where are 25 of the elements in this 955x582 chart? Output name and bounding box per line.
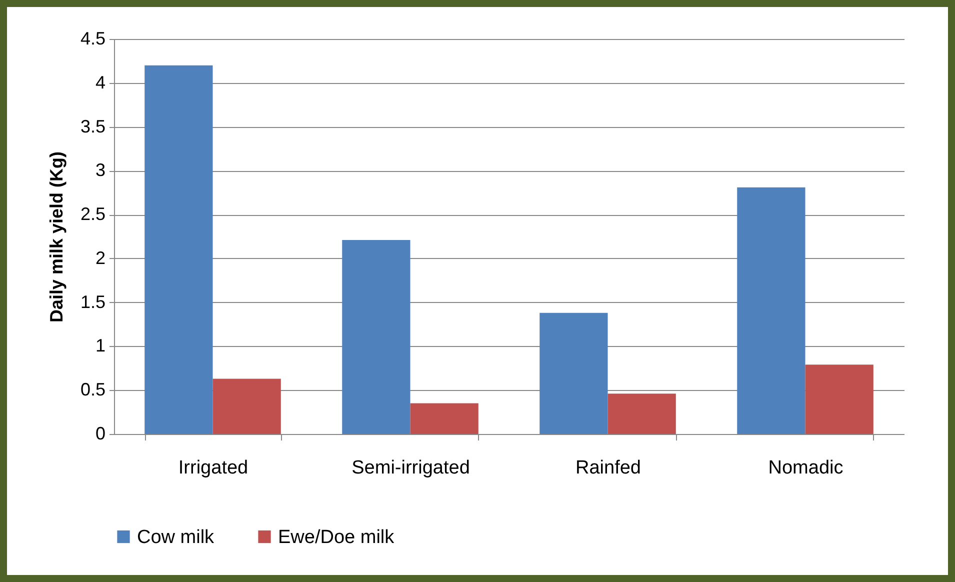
y-tick-label: 3.5 xyxy=(80,116,106,136)
bar xyxy=(342,240,410,434)
bar xyxy=(805,364,874,434)
legend-label: Cow milk xyxy=(137,526,215,548)
bar xyxy=(144,65,213,434)
y-tick-label: 3 xyxy=(95,160,106,180)
y-axis-title: Daily milk yield (Kg) xyxy=(46,151,66,323)
y-tick-label: 0 xyxy=(95,424,106,444)
bar xyxy=(410,403,478,434)
legend-label: Ewe/Doe milk xyxy=(278,526,395,548)
bar xyxy=(540,312,608,434)
bar xyxy=(608,394,676,434)
y-tick-label: 4 xyxy=(95,72,106,92)
bar xyxy=(737,187,806,434)
y-tick-label: 1.5 xyxy=(80,292,106,312)
y-tick-label: 4.5 xyxy=(80,28,106,48)
x-tick-label: Nomadic xyxy=(768,458,844,478)
y-tick-label: 0.5 xyxy=(80,380,106,400)
bar xyxy=(212,378,281,434)
y-tick-label: 2 xyxy=(95,248,106,268)
y-tick-label: 2.5 xyxy=(80,204,106,224)
x-tick-label: Semi-irrigated xyxy=(352,458,470,478)
y-tick-label: 1 xyxy=(95,336,106,356)
x-tick-label: Irrigated xyxy=(178,458,248,478)
x-tick-label: Rainfed xyxy=(576,458,641,478)
